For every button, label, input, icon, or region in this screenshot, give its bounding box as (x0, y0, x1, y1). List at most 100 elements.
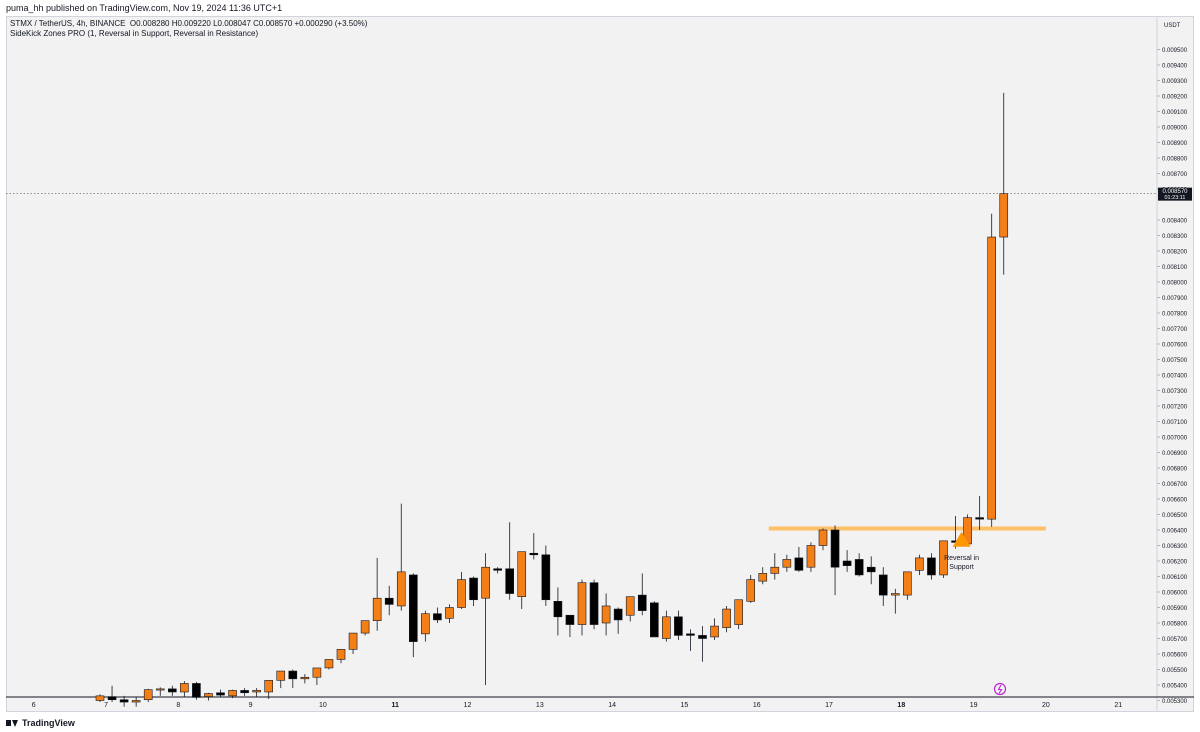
candle-body[interactable] (842, 560, 852, 566)
candle-body[interactable] (421, 613, 430, 635)
price-tick-label: 0.005900 (1162, 606, 1188, 612)
candle-body[interactable] (228, 690, 237, 697)
price-tick-label: 0.006500 (1162, 513, 1188, 519)
candle-body[interactable] (433, 613, 442, 621)
candle-body[interactable] (252, 690, 261, 693)
time-tick-label: 12 (464, 702, 472, 709)
price-tick-label: 0.009500 (1162, 48, 1188, 54)
candle-body[interactable] (469, 577, 478, 601)
candle-body[interactable] (204, 693, 213, 697)
candle-body[interactable] (830, 529, 840, 568)
candle-body[interactable] (517, 551, 527, 597)
candle-body[interactable] (686, 633, 695, 636)
candle-body[interactable] (987, 236, 997, 520)
candle-body[interactable] (878, 574, 888, 596)
candle-body[interactable] (601, 605, 611, 624)
candle-body[interactable] (915, 557, 924, 571)
candle-body[interactable] (131, 700, 141, 703)
candle-body[interactable] (782, 559, 792, 568)
flash-icon[interactable] (993, 682, 1007, 696)
candle-body[interactable] (264, 680, 274, 693)
price-tick-label: 0.006100 (1162, 575, 1188, 581)
candle-body[interactable] (360, 620, 370, 634)
candle-body[interactable] (300, 676, 310, 680)
legend-indicator[interactable]: SideKick Zones PRO (1, Reversal in Suppo… (10, 29, 259, 38)
candle-body[interactable] (541, 554, 551, 601)
candle-body[interactable] (710, 625, 719, 638)
footer-brand[interactable]: TradingView (22, 718, 75, 728)
price-tick-label: 0.006200 (1162, 560, 1188, 566)
candle-body[interactable] (336, 649, 346, 660)
candle-body[interactable] (674, 616, 683, 636)
candle-body[interactable] (481, 566, 490, 599)
candle-body[interactable] (806, 545, 816, 568)
candle-body[interactable] (794, 557, 804, 571)
price-axis-unit: USDT (1164, 23, 1181, 29)
candle-body[interactable] (288, 670, 298, 680)
flash-bolt (997, 684, 1003, 694)
candle-body[interactable] (734, 599, 743, 625)
price-tick-label: 0.005500 (1162, 668, 1188, 674)
candle-body[interactable] (939, 540, 948, 576)
candle-body[interactable] (143, 689, 153, 701)
price-tick-label: 0.009100 (1162, 110, 1188, 116)
candle-body[interactable] (384, 597, 394, 605)
candle-body[interactable] (662, 616, 671, 639)
price-tick-label: 0.007300 (1162, 389, 1188, 395)
candle-body[interactable] (180, 683, 189, 693)
candle-body[interactable] (999, 193, 1009, 238)
candle-body[interactable] (698, 635, 707, 639)
candle-body[interactable] (457, 579, 466, 608)
reversal-marker-icon[interactable] (952, 531, 971, 547)
price-tick-label: 0.005300 (1162, 699, 1188, 705)
candle-body[interactable] (758, 573, 768, 582)
current-price-countdown: 01:23:11 (1164, 195, 1185, 201)
candle-body[interactable] (408, 574, 418, 642)
candle-body[interactable] (613, 608, 623, 621)
candle-body[interactable] (372, 597, 382, 621)
candle-body[interactable] (445, 607, 454, 619)
time-tick-label: 16 (753, 702, 761, 709)
candle-body[interactable] (866, 566, 876, 573)
candle-body[interactable] (854, 559, 864, 576)
candle-body[interactable] (890, 593, 900, 596)
candle-body[interactable] (927, 557, 936, 576)
time-tick-label: 18 (897, 702, 905, 709)
candle-body[interactable] (396, 571, 406, 607)
candle-body[interactable] (649, 602, 659, 638)
candle-body[interactable] (637, 594, 647, 611)
candle-body[interactable] (324, 659, 334, 669)
candle-body[interactable] (505, 568, 515, 594)
candle-body[interactable] (312, 667, 322, 678)
price-tick-label: 0.007400 (1162, 374, 1188, 380)
candle-body[interactable] (589, 582, 599, 625)
candle-body[interactable] (975, 517, 984, 520)
candle-body[interactable] (565, 614, 575, 625)
candle-body[interactable] (119, 699, 129, 703)
price-tick-label: 0.008400 (1162, 219, 1188, 225)
candle-body[interactable] (216, 692, 225, 696)
reversal-label-line2: Support (949, 564, 974, 571)
candle-body[interactable] (903, 571, 912, 596)
legend-symbol[interactable]: STMX / TetherUS, 4h, BINANCE (10, 19, 126, 28)
candle-body[interactable] (95, 695, 105, 701)
candle-body[interactable] (168, 688, 177, 693)
candle-body[interactable] (770, 566, 780, 574)
candle-body[interactable] (493, 568, 502, 571)
time-tick-label: 10 (319, 702, 327, 709)
candle-body[interactable] (240, 690, 249, 694)
candle-body[interactable] (722, 608, 731, 628)
candle-body[interactable] (577, 582, 587, 625)
candle-body[interactable] (553, 600, 563, 618)
candle-body[interactable] (276, 670, 286, 681)
candle-body[interactable] (107, 696, 117, 701)
candle-body[interactable] (625, 596, 635, 616)
candle-body[interactable] (192, 683, 201, 698)
candle-body[interactable] (348, 632, 358, 650)
candle-body[interactable] (155, 688, 165, 691)
candle-body[interactable] (746, 579, 756, 602)
candle-body[interactable] (529, 552, 539, 556)
price-tick-label: 0.008900 (1162, 141, 1188, 147)
candle-body[interactable] (818, 529, 828, 546)
